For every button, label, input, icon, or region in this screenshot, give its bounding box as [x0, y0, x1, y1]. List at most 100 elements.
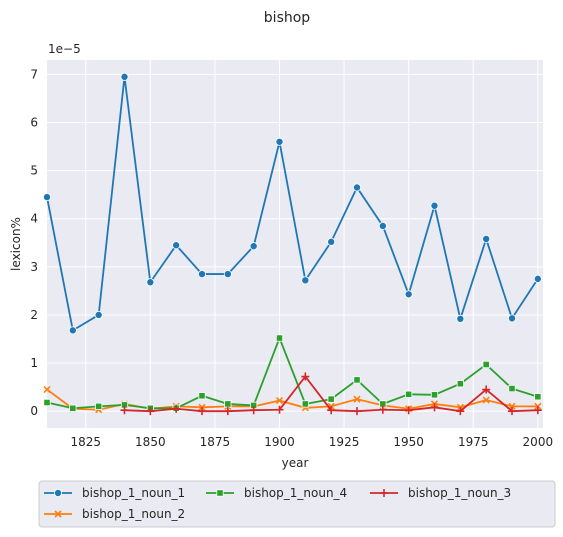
data-point [482, 234, 491, 243]
data-point [43, 385, 51, 394]
data-point [172, 241, 181, 250]
data-point [120, 406, 129, 415]
data-point [533, 274, 542, 283]
legend-item-bishop_1_noun_3: bishop_1_noun_3 [370, 486, 511, 500]
legend-marker [54, 510, 62, 518]
data-point [534, 393, 542, 401]
legend-item-bishop_1_noun_4: bishop_1_noun_4 [206, 486, 347, 500]
series-line [46, 76, 539, 332]
y-tick-label: 3 [30, 260, 38, 274]
data-point [378, 405, 387, 414]
data-point [224, 400, 232, 408]
data-point [430, 391, 439, 399]
legend-item-bishop_1_noun_1: bishop_1_noun_1 [44, 486, 185, 500]
series-bishop_1_noun_1 [43, 72, 542, 335]
data-point [301, 400, 309, 408]
data-point [430, 201, 439, 210]
y-tick-label: 5 [30, 164, 38, 178]
data-point [327, 395, 335, 403]
chart-title: bishop [264, 10, 311, 26]
x-tick-label: 1950 [393, 435, 424, 449]
data-point [327, 406, 336, 415]
data-point [95, 402, 103, 410]
data-point [68, 326, 77, 335]
legend-marker [380, 489, 388, 497]
legend-box [38, 480, 556, 528]
data-point [172, 404, 181, 413]
data-point [94, 310, 103, 319]
legend-marker [216, 489, 224, 497]
grid [47, 60, 543, 428]
legend: bishop_1_noun_1 bishop_1_noun_4 bishop_1_n… [38, 480, 556, 528]
y-offset-label: 1e−5 [48, 42, 81, 56]
legend-label: bishop_1_noun_2 [82, 507, 185, 521]
data-point [198, 407, 206, 416]
data-point [378, 221, 387, 230]
data-point [508, 407, 516, 416]
data-point [404, 406, 413, 415]
data-point [430, 403, 439, 412]
data-point [223, 407, 232, 416]
data-point [353, 407, 361, 416]
y-tick-label: 2 [30, 308, 38, 322]
data-point [69, 404, 77, 412]
legend-item-bishop_1_noun_2: bishop_1_noun_2 [44, 507, 185, 521]
series-bishop_1_noun_4 [43, 334, 542, 412]
y-tick-label: 6 [30, 116, 38, 130]
data-point [275, 137, 284, 146]
plot-area [47, 60, 543, 428]
x-axis-label: year [282, 456, 309, 470]
data-point [120, 72, 129, 81]
data-point [275, 405, 284, 414]
data-point [301, 372, 310, 381]
series-group [43, 72, 542, 416]
y-axis-ticks: 0 1 2 3 4 5 6 7 [30, 67, 38, 418]
data-point [198, 392, 206, 400]
y-tick-label: 0 [30, 404, 38, 418]
data-point [507, 314, 516, 323]
data-point [327, 237, 336, 246]
data-point [43, 193, 52, 202]
x-axis-ticks: 1825 1850 1875 1900 1925 1950 1975 2000 [70, 435, 553, 449]
data-point [353, 376, 361, 384]
data-point [456, 407, 465, 416]
data-point [456, 314, 465, 323]
x-tick-label: 1925 [329, 435, 360, 449]
data-point [249, 242, 258, 251]
x-tick-label: 1900 [264, 435, 295, 449]
data-point [352, 183, 361, 192]
data-point [533, 406, 542, 415]
y-tick-label: 4 [30, 212, 38, 226]
data-point [275, 397, 284, 405]
data-point [508, 384, 516, 393]
data-point [275, 334, 284, 342]
data-point [482, 396, 490, 404]
x-tick-label: 1850 [135, 435, 166, 449]
data-point [482, 360, 490, 369]
x-tick-label: 2000 [523, 435, 554, 449]
data-point [404, 290, 413, 299]
x-tick-label: 1975 [458, 435, 489, 449]
y-axis-label: lexicon% [9, 217, 23, 271]
data-point [43, 398, 51, 407]
series-line [46, 335, 539, 410]
data-point [197, 270, 206, 279]
data-point [146, 278, 155, 287]
legend-label: bishop_1_noun_4 [244, 486, 347, 500]
legend-marker [54, 488, 63, 497]
data-point [353, 395, 361, 403]
data-point [456, 380, 464, 388]
y-tick-label: 1 [30, 356, 38, 370]
data-point [482, 385, 491, 394]
series-bishop_1_noun_3 [120, 372, 542, 416]
y-tick-label: 7 [30, 67, 38, 81]
x-tick-label: 1825 [70, 435, 101, 449]
legend-label: bishop_1_noun_1 [82, 486, 185, 500]
legend-label: bishop_1_noun_3 [408, 486, 511, 500]
x-tick-label: 1875 [200, 435, 231, 449]
data-point [405, 390, 413, 398]
data-point [301, 276, 310, 285]
data-point [249, 406, 258, 415]
data-point [146, 407, 155, 416]
